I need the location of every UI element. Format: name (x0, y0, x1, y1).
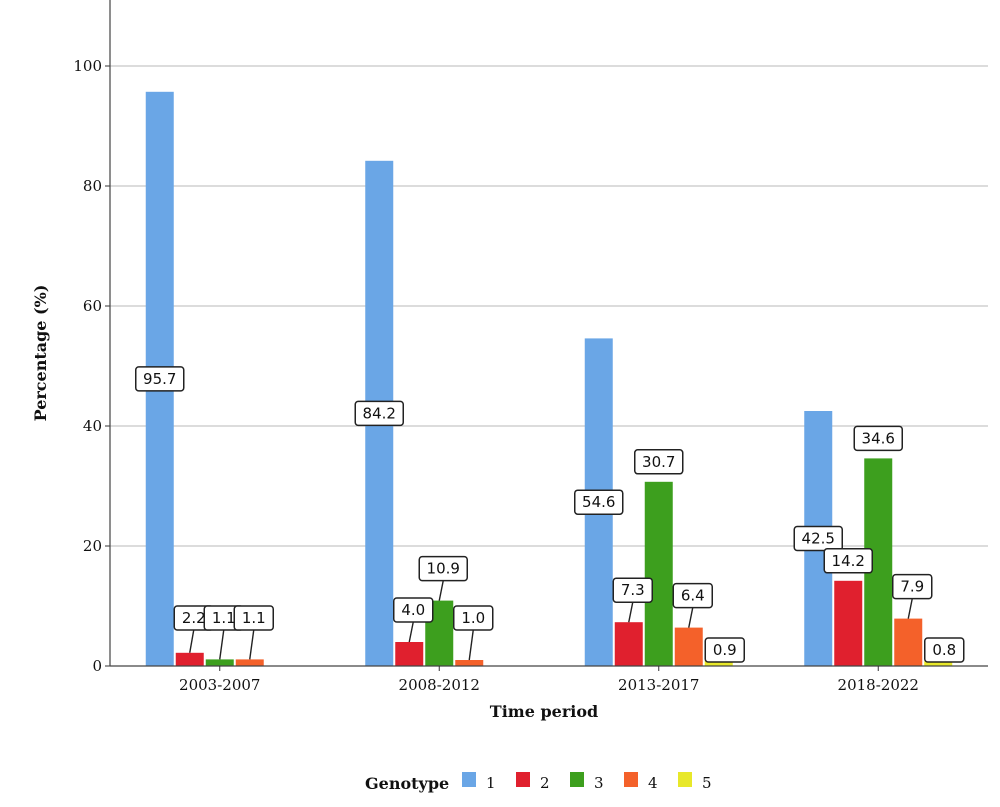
bar-genotype-5 (924, 661, 953, 666)
data-label-box (924, 637, 965, 663)
gridlines (110, 65, 988, 547)
data-label-genotype-2: 2.2 (182, 609, 206, 627)
data-label-genotype-1: 42.5 (802, 530, 835, 548)
legend-swatch-5 (678, 772, 692, 787)
data-label-genotype-4: 1.1 (242, 609, 266, 627)
bar-genotype-3 (644, 481, 673, 666)
bar-genotype-2 (614, 622, 643, 666)
bar-genotype-3 (205, 659, 234, 666)
bars (145, 91, 953, 667)
data-label-genotype-5: 0.8 (932, 641, 956, 659)
label-leader (628, 602, 634, 623)
y-tick-label-20: 20 (83, 537, 102, 555)
x-tick-label: 2008-2012 (399, 676, 480, 694)
bar-genotype-4 (674, 627, 703, 666)
x-tick-label: 2013-2017 (618, 676, 699, 694)
data-label-genotype-3: 30.7 (642, 453, 675, 471)
legend-label-4: 4 (648, 774, 658, 792)
bar-genotype-5 (704, 660, 733, 666)
x-axis: 2003-2007 2008-2012 2013-2017 2018-2022 (110, 665, 988, 694)
y-tick-label-80: 80 (83, 177, 102, 195)
data-labels: 95.7 2.2 1.1 1.1 84.2 4.0 10.9 1.0 54.6 7.3 30.7 6.… (135, 366, 965, 663)
y-axis-title: Percentage (%) (31, 285, 50, 422)
data-label-genotype-5: 0.9 (713, 641, 737, 659)
data-label-box (393, 597, 434, 623)
bar-genotype-2 (834, 580, 863, 666)
data-label-genotype-2: 4.0 (401, 601, 425, 619)
data-label-box (634, 449, 684, 475)
data-label-genotype-3: 34.6 (862, 429, 895, 447)
data-label-box (453, 605, 494, 631)
x-axis-title: Time period (490, 702, 598, 721)
bar-genotype-4 (235, 659, 264, 666)
legend-swatch-1 (462, 772, 476, 787)
bar-genotype-2 (395, 642, 424, 666)
data-label-box (418, 555, 468, 582)
y-tick-label-0: 0 (92, 657, 102, 675)
legend-label-5: 5 (702, 774, 712, 792)
data-label-genotype-1: 54.6 (582, 493, 615, 511)
bar-genotype-4 (455, 660, 484, 666)
data-label-genotype-1: 95.7 (143, 370, 176, 388)
data-label-box (823, 548, 873, 574)
data-label-box (574, 489, 624, 515)
data-label-genotype-3: 1.1 (212, 609, 236, 627)
legend: Genotype 1 2 3 4 5 (365, 772, 712, 793)
label-leader (468, 629, 474, 661)
data-label-box (892, 573, 933, 600)
legend-title: Genotype (365, 774, 449, 793)
legend-swatch-2 (516, 772, 530, 787)
data-label-genotype-2: 14.2 (832, 552, 865, 570)
data-label-box (704, 637, 745, 663)
y-tick-label-100: 100 (73, 57, 102, 75)
data-label-genotype-4: 6.4 (681, 587, 705, 605)
label-leader (438, 580, 444, 601)
y-axis: 0 20 40 60 80 100 (73, 0, 111, 675)
label-leader (249, 629, 255, 660)
y-tick-label-60: 60 (83, 297, 102, 315)
data-label-genotype-4: 7.9 (900, 578, 924, 596)
data-label-box (354, 400, 404, 427)
data-label-box (612, 577, 653, 603)
legend-swatch-3 (570, 772, 584, 787)
label-leader (688, 607, 694, 628)
x-tick-label: 2003-2007 (179, 676, 260, 694)
label-leader (189, 629, 195, 653)
data-label-box (853, 425, 903, 452)
data-label-box (672, 582, 713, 609)
legend-swatch-4 (624, 772, 638, 787)
label-leader (219, 629, 225, 660)
data-label-genotype-2: 7.3 (621, 581, 645, 599)
legend-label-3: 3 (594, 774, 604, 792)
data-label-genotype-3: 10.9 (427, 560, 460, 578)
bar-genotype-2 (175, 652, 204, 666)
data-label-box (793, 525, 843, 552)
label-leader (907, 598, 913, 619)
label-leader (408, 621, 414, 643)
legend-label-2: 2 (540, 774, 550, 792)
legend-label-1: 1 (486, 774, 496, 792)
data-label-genotype-1: 84.2 (363, 404, 396, 422)
data-label-box (233, 605, 274, 631)
data-label-genotype-4: 1.0 (461, 609, 485, 627)
bar-genotype-4 (894, 618, 923, 666)
x-tick-label: 2018-2022 (838, 676, 919, 694)
data-label-box (135, 366, 185, 392)
y-tick-label-40: 40 (83, 417, 102, 435)
